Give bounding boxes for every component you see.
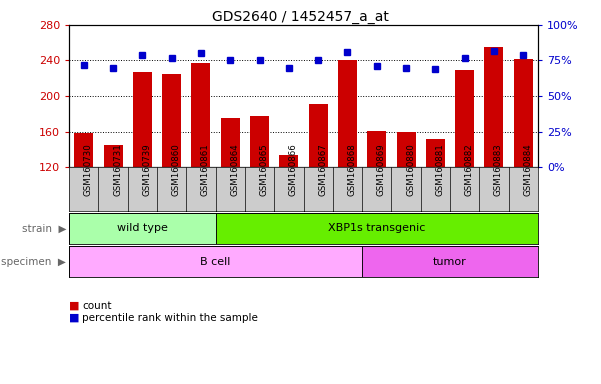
Bar	[75, 133, 93, 167]
Text: GSM160860: GSM160860	[172, 143, 181, 195]
Text: GSM160869: GSM160869	[377, 143, 386, 195]
Text: wild type: wild type	[117, 223, 168, 233]
Bar	[221, 118, 240, 167]
Text: B cell: B cell	[200, 257, 231, 266]
Bar	[426, 139, 445, 167]
Text: ■: ■	[69, 313, 79, 323]
Bar	[309, 104, 328, 167]
Text: GSM160739: GSM160739	[142, 143, 151, 195]
Text: GSM160884: GSM160884	[523, 143, 532, 195]
Text: GSM160881: GSM160881	[435, 143, 444, 195]
Text: XBP1s transgenic: XBP1s transgenic	[328, 223, 426, 233]
Bar	[216, 213, 538, 244]
Text: tumor: tumor	[433, 257, 467, 266]
Bar	[250, 116, 269, 167]
Text: GSM160866: GSM160866	[289, 143, 298, 195]
Bar	[367, 131, 386, 167]
Text: strain  ▶: strain ▶	[22, 223, 66, 233]
Text: GSM160864: GSM160864	[230, 143, 239, 195]
Text: GSM160865: GSM160865	[260, 143, 269, 195]
Bar	[484, 47, 504, 167]
Text: GSM160883: GSM160883	[494, 143, 503, 195]
Bar	[162, 74, 181, 167]
Text: count: count	[82, 301, 112, 311]
Text: specimen  ▶: specimen ▶	[1, 257, 66, 266]
Bar	[133, 72, 152, 167]
Bar	[338, 60, 357, 167]
Text: ■: ■	[69, 301, 79, 311]
Bar	[69, 213, 216, 244]
Text: GSM160880: GSM160880	[406, 143, 415, 195]
Bar	[514, 59, 532, 167]
Text: GSM160867: GSM160867	[318, 143, 327, 195]
Bar	[397, 131, 415, 167]
Text: GSM160731: GSM160731	[113, 143, 122, 195]
Bar	[103, 145, 123, 167]
Bar	[192, 63, 210, 167]
Bar	[455, 70, 474, 167]
Text: GSM160882: GSM160882	[465, 143, 474, 195]
Bar	[362, 246, 538, 277]
Text: GSM160861: GSM160861	[201, 143, 210, 195]
Bar	[69, 246, 362, 277]
Text: GDS2640 / 1452457_a_at: GDS2640 / 1452457_a_at	[212, 10, 389, 23]
Text: GSM160730: GSM160730	[84, 143, 93, 195]
Text: percentile rank within the sample: percentile rank within the sample	[82, 313, 258, 323]
Text: GSM160868: GSM160868	[347, 143, 356, 195]
Bar	[279, 156, 298, 167]
